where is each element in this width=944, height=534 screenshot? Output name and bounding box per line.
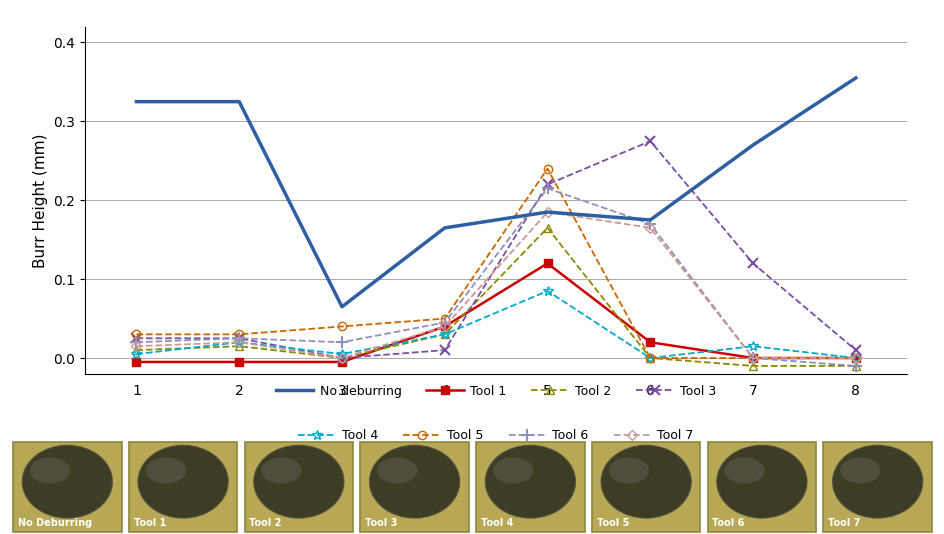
Text: Tool 5: Tool 5 — [596, 519, 629, 529]
Ellipse shape — [723, 457, 764, 484]
Bar — [360, 442, 468, 532]
Text: Tool 6: Tool 6 — [712, 519, 744, 529]
Ellipse shape — [839, 457, 880, 484]
Ellipse shape — [377, 457, 417, 484]
Ellipse shape — [716, 445, 806, 518]
Ellipse shape — [832, 445, 922, 518]
Ellipse shape — [608, 457, 649, 484]
Ellipse shape — [138, 445, 228, 518]
Ellipse shape — [600, 445, 691, 518]
Legend: Tool 4, Tool 5, Tool 6, Tool 7: Tool 4, Tool 5, Tool 6, Tool 7 — [294, 425, 698, 447]
Text: Tool 4: Tool 4 — [480, 519, 513, 529]
Bar — [707, 442, 816, 532]
Text: No Deburring: No Deburring — [18, 519, 92, 529]
Ellipse shape — [261, 457, 301, 484]
Text: Tool 7: Tool 7 — [827, 519, 860, 529]
Ellipse shape — [492, 457, 532, 484]
Bar — [244, 442, 353, 532]
Bar — [128, 442, 237, 532]
Ellipse shape — [29, 457, 70, 484]
Y-axis label: Burr Height (mm): Burr Height (mm) — [33, 133, 48, 268]
Text: Tool 1: Tool 1 — [133, 519, 166, 529]
Ellipse shape — [22, 445, 112, 518]
Ellipse shape — [145, 457, 186, 484]
Text: Tool 3: Tool 3 — [364, 519, 397, 529]
Text: Tool 2: Tool 2 — [249, 519, 281, 529]
Bar — [591, 442, 700, 532]
Bar — [822, 442, 931, 532]
Ellipse shape — [369, 445, 460, 518]
Bar — [476, 442, 584, 532]
Bar — [13, 442, 122, 532]
Ellipse shape — [253, 445, 344, 518]
Ellipse shape — [484, 445, 575, 518]
